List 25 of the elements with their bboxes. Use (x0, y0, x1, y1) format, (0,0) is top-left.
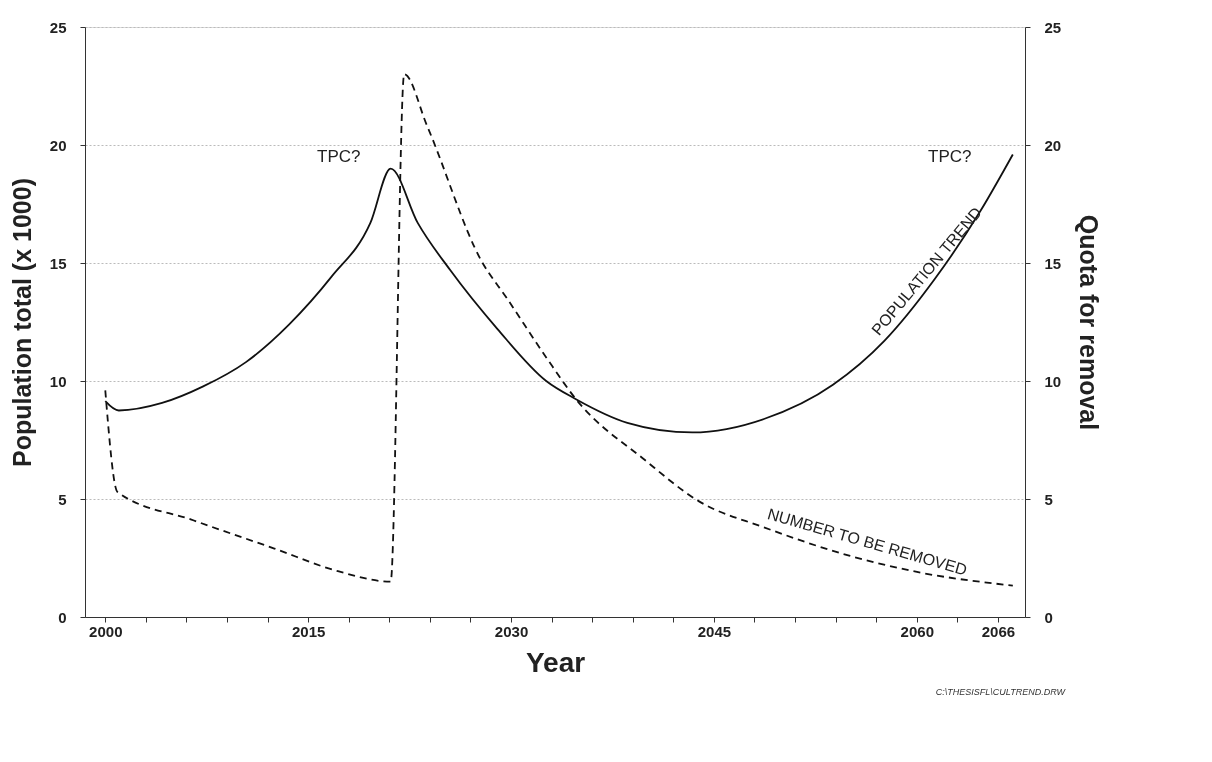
x-tick-label: 2015 (291, 622, 326, 640)
y-tick-label: 0 (58, 608, 67, 626)
line-series (104, 73, 1014, 587)
x-tick-label: 2060 (900, 622, 934, 640)
y2-tick-label: 10 (1044, 372, 1062, 390)
y-axis-title: Population total (x 1000) (7, 178, 36, 467)
y-tick-label: 5 (58, 490, 67, 508)
annotation: TPC? (317, 146, 361, 166)
y2-tick-label: 5 (1044, 490, 1053, 508)
y2-tick-label: 20 (1044, 136, 1062, 154)
x-axis-title: Year (525, 646, 586, 678)
text: C:\THESISFL\CULTREND.DRW (935, 687, 1067, 697)
x-tick-label: 2000 (89, 622, 123, 640)
y2-tick-label: 15 (1044, 254, 1062, 272)
x-tick-label: 2045 (697, 622, 732, 640)
y2-tick-label: 25 (1044, 18, 1062, 36)
y-tick-label: 25 (49, 18, 67, 36)
x-tick-label: 2030 (494, 622, 529, 640)
y2-axis-title: Quota for removal (1075, 214, 1104, 431)
y-tick-label: 20 (49, 136, 67, 154)
x-tick-label: 2066 (981, 622, 1016, 640)
y2-tick-label: 0 (1044, 608, 1053, 626)
annotation: TPC? (928, 146, 972, 166)
y-tick-label: 15 (49, 254, 67, 272)
y-tick-label: 10 (49, 372, 67, 390)
